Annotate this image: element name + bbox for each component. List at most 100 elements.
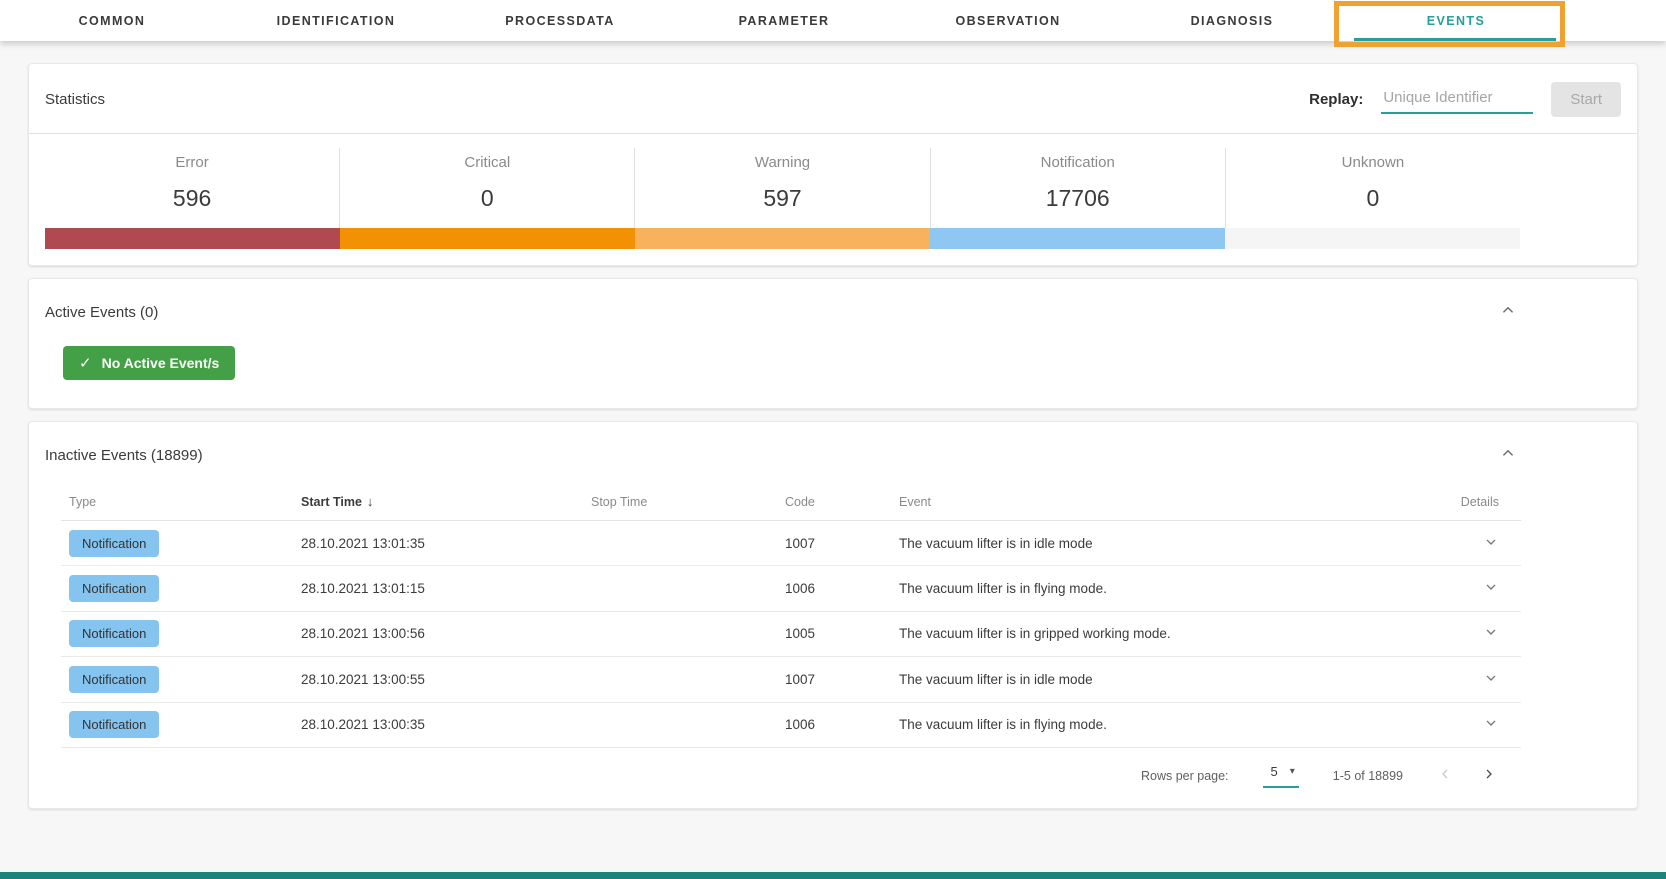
row-expand-button[interactable] (1483, 534, 1499, 553)
row-expand-button[interactable] (1483, 715, 1499, 734)
pagination-controls (1437, 766, 1505, 785)
replay-group: Replay: Start (1309, 82, 1621, 117)
table-row: Notification 28.10.2021 13:00:35 1006 Th… (61, 703, 1521, 748)
chevron-left-icon (1437, 766, 1453, 785)
next-page-button[interactable] (1481, 766, 1497, 785)
stat-error-value: 596 (172, 185, 212, 211)
active-tab-underline (1354, 38, 1556, 41)
tab-common[interactable]: COMMON (0, 0, 224, 41)
statistics-title: Statistics (45, 91, 106, 108)
active-events-card: Active Events (0) ✓ No Active Event/s (28, 278, 1638, 409)
rows-per-page-select[interactable]: 5 ▾ (1262, 764, 1299, 788)
row-code: 1007 (785, 535, 816, 551)
pagination-range-label: 1-5 of 18899 (1332, 768, 1403, 783)
tab-observation[interactable]: OBSERVATION (896, 0, 1120, 41)
chevron-up-icon (1499, 444, 1517, 467)
bar-segment-warning (635, 228, 930, 249)
type-badge: Notification (69, 665, 160, 693)
tab-parameter[interactable]: PARAMETER (672, 0, 896, 41)
stat-notification: Notification 17706 (929, 148, 1225, 228)
type-badge: Notification (69, 620, 160, 648)
tab-diagnosis[interactable]: DIAGNOSIS (1120, 0, 1344, 41)
bar-segment-error (45, 228, 340, 249)
previous-page-button[interactable] (1437, 766, 1453, 785)
chevron-down-icon (1483, 715, 1499, 734)
tab-identification[interactable]: IDENTIFICATION (224, 0, 448, 41)
active-events-title: Active Events (0) (45, 304, 159, 321)
column-header-type[interactable]: Type (69, 494, 97, 509)
replay-start-button[interactable]: Start (1551, 82, 1621, 117)
replay-unique-identifier-input[interactable] (1381, 85, 1534, 114)
row-code: 1006 (785, 717, 816, 733)
stat-unknown-label: Unknown (1341, 154, 1405, 171)
stat-error: Error 596 (45, 148, 339, 228)
bottom-accent-bar (0, 872, 1666, 879)
chevron-right-icon (1481, 766, 1497, 785)
chevron-down-icon (1483, 624, 1499, 643)
table-row: Notification 28.10.2021 13:00:55 1007 Th… (61, 657, 1521, 703)
row-expand-button[interactable] (1483, 624, 1499, 643)
row-expand-button[interactable] (1483, 579, 1499, 598)
stat-critical-label: Critical (464, 154, 511, 171)
tab-events[interactable]: EVENTS (1344, 0, 1568, 41)
chevron-down-icon (1483, 579, 1499, 598)
table-row: Notification 28.10.2021 13:01:35 1007 Th… (61, 521, 1521, 567)
top-tab-bar: COMMON IDENTIFICATION PROCESSDATA PARAME… (0, 0, 1666, 41)
statistics-color-bar (45, 228, 1520, 249)
no-active-events-label: No Active Event/s (101, 355, 220, 371)
statistics-card: Statistics Replay: Start Error 596 Criti… (28, 63, 1638, 266)
column-header-event[interactable]: Event (899, 494, 931, 509)
row-event: The vacuum lifter is in idle mode (899, 535, 1093, 551)
row-start-time: 28.10.2021 13:00:35 (301, 717, 425, 733)
row-start-time: 28.10.2021 13:00:56 (301, 626, 425, 642)
tab-diagnosis-label: DIAGNOSIS (1190, 13, 1274, 28)
type-badge: Notification (69, 529, 160, 557)
row-code: 1006 (785, 581, 816, 597)
row-event: The vacuum lifter is in gripped working … (899, 626, 1171, 642)
stat-unknown: Unknown 0 (1224, 148, 1520, 228)
column-header-details: Details (1460, 494, 1499, 509)
statistics-divider (29, 133, 1637, 134)
stat-warning-value: 597 (763, 185, 802, 211)
table-row: Notification 28.10.2021 13:01:15 1006 Th… (61, 566, 1521, 612)
table-pagination: Rows per page: 5 ▾ 1-5 of 18899 (61, 748, 1521, 808)
table-header-row: Type Start Time ↓ Stop Time Code Event De… (61, 483, 1521, 521)
column-header-start-time-label: Start Time (301, 495, 362, 509)
tab-parameter-label: PARAMETER (738, 13, 830, 28)
type-badge: Notification (69, 575, 160, 603)
bar-segment-unknown (1225, 228, 1520, 249)
tab-observation-label: OBSERVATION (955, 13, 1061, 28)
row-event: The vacuum lifter is in flying mode. (899, 717, 1107, 733)
active-events-collapse-button[interactable] (1499, 301, 1517, 324)
column-header-start-time[interactable]: Start Time ↓ (301, 494, 591, 509)
tab-events-label: EVENTS (1426, 13, 1486, 28)
chevron-down-icon (1483, 670, 1499, 689)
row-code: 1005 (785, 626, 816, 642)
row-start-time: 28.10.2021 13:00:55 (301, 671, 425, 687)
row-code: 1007 (785, 671, 816, 687)
tab-identification-label: IDENTIFICATION (276, 13, 396, 28)
page-content: Statistics Replay: Start Error 596 Criti… (0, 41, 1666, 809)
row-start-time: 28.10.2021 13:01:15 (301, 581, 425, 597)
chevron-down-icon (1483, 534, 1499, 553)
check-icon: ✓ (79, 355, 92, 372)
dropdown-caret-icon: ▾ (1289, 765, 1295, 777)
inactive-events-collapse-button[interactable] (1499, 444, 1517, 467)
tab-processdata-label: PROCESSDATA (505, 13, 615, 28)
tab-processdata[interactable]: PROCESSDATA (448, 0, 672, 41)
inactive-events-table: Type Start Time ↓ Stop Time Code Event De… (61, 483, 1521, 808)
stat-critical-value: 0 (480, 185, 494, 211)
chevron-up-icon (1499, 301, 1517, 324)
bar-segment-notification (930, 228, 1225, 249)
statistics-counters: Error 596 Critical 0 Warning 597 Notific… (45, 134, 1520, 228)
rows-per-page-label: Rows per page: (1140, 768, 1229, 783)
bar-segment-critical (340, 228, 635, 249)
inactive-events-title: Inactive Events (18899) (45, 447, 203, 464)
row-event: The vacuum lifter is in idle mode (899, 671, 1093, 687)
no-active-events-badge: ✓ No Active Event/s (63, 346, 236, 380)
row-expand-button[interactable] (1483, 670, 1499, 689)
column-header-code[interactable]: Code (785, 494, 815, 509)
column-header-stop-time[interactable]: Stop Time (591, 494, 648, 509)
stat-notification-label: Notification (1040, 154, 1115, 171)
row-start-time: 28.10.2021 13:01:35 (301, 535, 425, 551)
